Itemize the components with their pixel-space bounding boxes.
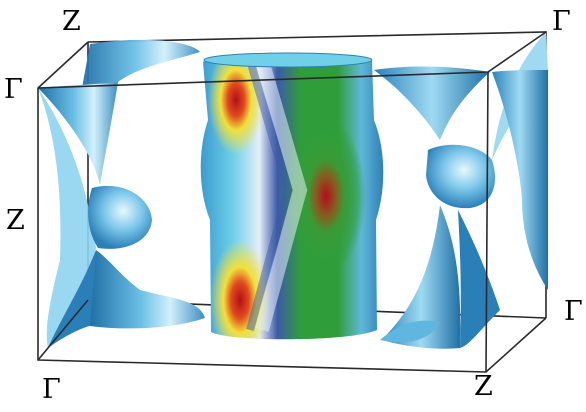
label-z-middle-left: Z	[6, 205, 25, 236]
label-gamma-top-right: Γ	[552, 6, 571, 37]
label-z-bottom-middle: Z	[474, 371, 493, 402]
label-z-top-left: Z	[62, 6, 81, 37]
label-gamma-lower-right: Γ	[564, 296, 583, 327]
brillouin-zone-box-front	[37, 31, 547, 373]
left-fermi-sheet	[38, 39, 205, 348]
label-gamma-bottom-left: Γ	[42, 374, 61, 405]
right-fermi-sheet	[374, 32, 548, 349]
label-gamma-upper-left: Γ	[4, 74, 23, 105]
central-fermi-cylinder	[200, 52, 384, 340]
